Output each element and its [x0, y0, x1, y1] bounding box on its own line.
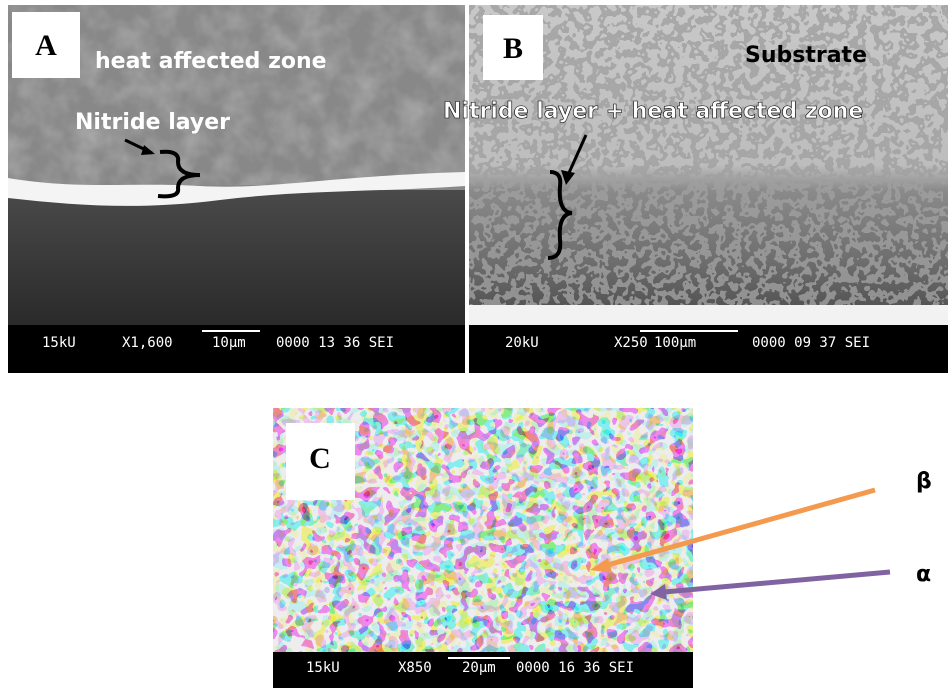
- arrow: [566, 134, 588, 176]
- annotation: α: [916, 562, 931, 587]
- panel-label: B: [503, 32, 523, 65]
- annotation: Nitride layer + heat affected zone: [443, 99, 863, 124]
- voltage: 15kU: [306, 660, 340, 676]
- arrow: [663, 569, 891, 595]
- annotation: β: [916, 469, 932, 494]
- magnification: X1,600: [122, 335, 173, 351]
- arrow: [603, 487, 876, 569]
- annotation: heat affected zone: [95, 49, 327, 74]
- edge: [469, 305, 948, 325]
- code: 0000 16 36 SEI: [516, 660, 634, 676]
- magnification: X850: [398, 660, 432, 676]
- arrowhead: [590, 558, 612, 573]
- brace: [157, 149, 201, 199]
- brace: [547, 170, 573, 260]
- scale: 100μm: [654, 335, 696, 351]
- texture: [8, 5, 465, 185]
- magnification: X250: [614, 335, 648, 351]
- label-box: [286, 423, 355, 500]
- texture: [469, 5, 948, 305]
- substrate-region: [8, 190, 465, 325]
- voltage: 15kU: [42, 335, 76, 351]
- panel-b: 20kU X250 100μm 0000 09 37 SEI B Substra…: [443, 5, 948, 373]
- arrowhead: [561, 170, 575, 185]
- boundary: [8, 172, 465, 206]
- code: 0000 13 36 SEI: [276, 335, 394, 351]
- label-box: [483, 15, 543, 80]
- voltage: 20kU: [505, 335, 539, 351]
- panel-c: 15kU X850 20μm 0000 16 36 SEI C β α: [273, 408, 932, 688]
- annotation: Nitride layer: [75, 110, 230, 135]
- panel-label: C: [309, 442, 331, 475]
- annotation: Substrate: [745, 43, 867, 68]
- info-bar: [469, 325, 948, 373]
- arrowhead: [141, 145, 155, 155]
- label-box: [12, 12, 80, 78]
- panel-label: A: [35, 29, 57, 62]
- scale: 10μm: [212, 335, 246, 351]
- arrowhead: [650, 584, 667, 600]
- info-bar: [8, 325, 465, 373]
- panel-a: 15kU X1,600 10μm 0000 13 36 SEI A heat a…: [8, 5, 465, 373]
- scale: 20μm: [462, 660, 496, 676]
- code: 0000 09 37 SEI: [752, 335, 870, 351]
